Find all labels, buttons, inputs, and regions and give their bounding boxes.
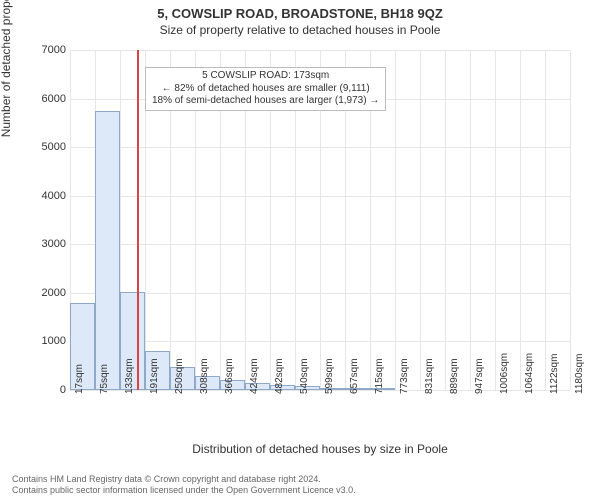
x-tick-label: 1006sqm	[499, 353, 510, 394]
y-tick-label: 5000	[6, 141, 66, 153]
y-tick-label: 0	[6, 384, 66, 396]
gridline-horizontal	[70, 196, 570, 197]
x-tick-label: 191sqm	[149, 358, 160, 394]
gridline-vertical	[570, 50, 571, 390]
y-tick-label: 1000	[6, 335, 66, 347]
x-tick-label: 715sqm	[374, 358, 385, 394]
x-tick-label: 1064sqm	[524, 353, 535, 394]
x-tick-label: 250sqm	[174, 358, 185, 394]
gridline-horizontal	[70, 244, 570, 245]
gridline-horizontal	[70, 293, 570, 294]
gridline-horizontal	[70, 147, 570, 148]
x-tick-label: 773sqm	[399, 358, 410, 394]
annotation-line: ← 82% of detached houses are smaller (9,…	[152, 83, 379, 96]
x-axis-label: Distribution of detached houses by size …	[70, 442, 570, 456]
y-tick-label: 6000	[6, 93, 66, 105]
x-tick-label: 17sqm	[74, 364, 85, 394]
y-tick-label: 4000	[6, 190, 66, 202]
footer-line-2: Contains public sector information licen…	[12, 485, 356, 496]
gridline-vertical	[445, 50, 446, 390]
x-tick-label: 1122sqm	[549, 354, 560, 394]
gridline-vertical	[420, 50, 421, 390]
x-tick-label: 599sqm	[324, 358, 335, 394]
x-tick-label: 308sqm	[199, 358, 210, 394]
x-tick-label: 1180sqm	[574, 354, 585, 394]
x-tick-label: 889sqm	[449, 358, 460, 394]
footer-attribution: Contains HM Land Registry data © Crown c…	[12, 474, 356, 496]
y-tick-label: 3000	[6, 238, 66, 250]
histogram-bar	[95, 111, 120, 390]
x-tick-label: 75sqm	[99, 364, 110, 394]
x-tick-label: 657sqm	[349, 358, 360, 394]
annotation-box: 5 COWSLIP ROAD: 173sqm← 82% of detached …	[145, 67, 386, 111]
footer-line-1: Contains HM Land Registry data © Crown c…	[12, 474, 356, 485]
annotation-line: 18% of semi-detached houses are larger (…	[152, 95, 379, 108]
gridline-horizontal	[70, 341, 570, 342]
x-tick-label: 540sqm	[299, 358, 310, 394]
gridline-vertical	[395, 50, 396, 390]
gridline-vertical	[495, 50, 496, 390]
annotation-line: 5 COWSLIP ROAD: 173sqm	[152, 70, 379, 83]
y-axis-label: Number of detached properties	[0, 0, 13, 137]
x-tick-label: 482sqm	[274, 358, 285, 394]
x-tick-label: 366sqm	[224, 358, 235, 394]
gridline-vertical	[520, 50, 521, 390]
y-tick-label: 2000	[6, 287, 66, 299]
chart-plot-area: 5 COWSLIP ROAD: 173sqm← 82% of detached …	[70, 50, 570, 391]
gridline-horizontal	[70, 50, 570, 51]
y-tick-label: 7000	[6, 44, 66, 56]
x-tick-label: 831sqm	[424, 358, 435, 394]
gridline-vertical	[545, 50, 546, 390]
gridline-vertical	[470, 50, 471, 390]
x-tick-label: 133sqm	[124, 358, 135, 394]
reference-line	[137, 50, 139, 390]
x-tick-label: 947sqm	[474, 358, 485, 394]
gridline-horizontal	[70, 390, 570, 391]
page-title: 5, COWSLIP ROAD, BROADSTONE, BH18 9QZ	[0, 0, 600, 21]
x-tick-label: 424sqm	[249, 358, 260, 394]
page-subtitle: Size of property relative to detached ho…	[0, 21, 600, 37]
